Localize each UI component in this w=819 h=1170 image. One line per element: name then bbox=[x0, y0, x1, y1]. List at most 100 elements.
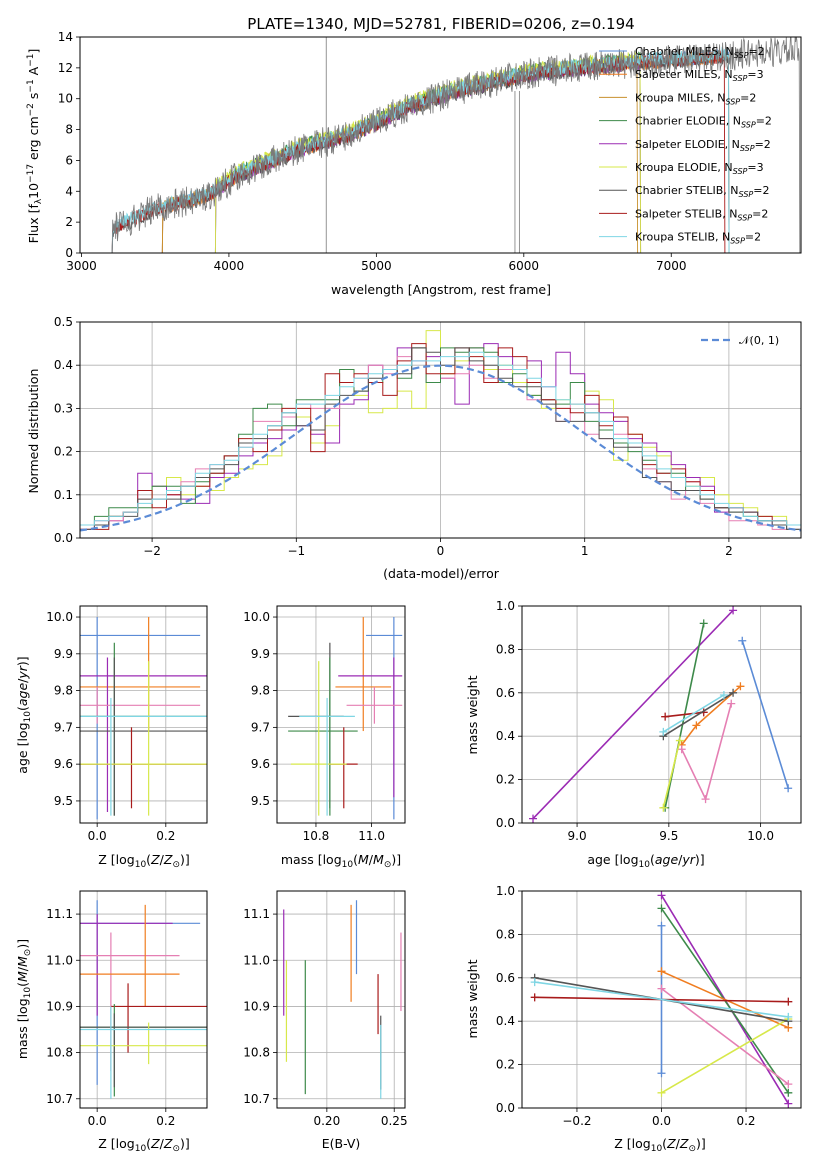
age_vs_Z-ytick-label: 9.6 bbox=[54, 757, 73, 771]
residuals-plot-area bbox=[80, 330, 801, 538]
age_vs_mass-ytick-label: 9.9 bbox=[251, 647, 270, 661]
residuals-ytick-label: 0.2 bbox=[54, 445, 73, 459]
age-vs-metallicity-panel: 0.0 0.2 9.5 9.6 9.7 9.8 9.9 10.0 bbox=[46, 605, 208, 843]
age_vs_Z-ytick-label: 9.7 bbox=[54, 720, 73, 734]
spectrum-legend-label: Chabrier STELIB, NSSP=2 bbox=[635, 184, 769, 199]
weight_vs_age-line-kroupa-elodie bbox=[662, 740, 681, 808]
weight_vs_age-line-salpeter-stelib bbox=[665, 711, 704, 718]
mass-vs-metallicity-panel: 0.0 0.2 10.7 10.8 10.9 11.0 11.1 bbox=[46, 890, 208, 1128]
weight_vs_age-marker-salpeter-miles bbox=[692, 721, 701, 730]
weight_vs_Z-xtick-label: −0.2 bbox=[562, 1114, 591, 1128]
spectrum-panel: 3000 4000 5000 6000 7000 0 2 4 6 8 10 12 14 Chabrier … bbox=[58, 30, 802, 273]
age_vs_Z-axes: 0.0 0.2 9.5 9.6 9.7 9.8 9.9 10.0 bbox=[46, 605, 208, 843]
spectrum-observed-line bbox=[111, 37, 801, 253]
spectrum-ylabel: Flux [fλ10−17 erg cm−2 s−1 A−1] bbox=[26, 49, 44, 244]
weight_vs_age-marker-kroupa-stelib bbox=[719, 690, 728, 699]
age_vs_Z-plot-area bbox=[80, 617, 207, 820]
spectrum-legend-label-base: Salpeter MILES, N bbox=[635, 68, 733, 81]
weight_vs_age-marker-kroupa-elodie bbox=[675, 736, 684, 745]
weight_vs_age-plot-area bbox=[529, 606, 793, 823]
spectrum-plot-area bbox=[111, 37, 801, 253]
spectrum-legend-label: Kroupa STELIB, NSSP=2 bbox=[635, 231, 761, 246]
spectrum-legend-label: Salpeter STELIB, NSSP=2 bbox=[635, 207, 768, 222]
weight_vs_Z-line-kroupa-stelib bbox=[534, 981, 789, 1018]
mass_vs_EBV-ytick-label: 11.0 bbox=[243, 953, 270, 967]
residuals-xtick-label: −1 bbox=[287, 544, 305, 558]
spectrum-legend-label-sub: SSP bbox=[725, 97, 740, 106]
spectrum-legend-label-tail: =2 bbox=[745, 231, 761, 244]
age_vs_Z-ytick-label: 9.8 bbox=[54, 684, 73, 698]
spectrum-legend-label-tail: =2 bbox=[752, 207, 768, 220]
weight_vs_age-marker-salpeter-elodie bbox=[729, 606, 738, 615]
age_vs_Z-xtick-label: 0.2 bbox=[156, 829, 175, 843]
weight_vs_Z-marker-salpeter-miles bbox=[657, 967, 666, 976]
mass-weight-vs-age-panel: 9.0 9.5 10.0 0.0 0.2 0.4 0.6 0.8 1.0 bbox=[496, 599, 802, 843]
mass_vs_Z-ytick-label: 10.8 bbox=[46, 1046, 73, 1060]
mass_vs_EBV-xtick-label: 0.25 bbox=[381, 1114, 408, 1128]
spectrum-xtick-label: 4000 bbox=[214, 259, 245, 273]
weight_vs_Z-marker-salpeter-stelib bbox=[784, 997, 793, 1006]
age_vs_Z-ytick-label: 9.9 bbox=[54, 647, 73, 661]
weight_vs_Z-ytick-label: 1.0 bbox=[496, 884, 515, 898]
weight-vs-age-xlabel: age [log10(age/yr)] bbox=[587, 852, 704, 870]
weight_vs_age-ytick-label: 0.4 bbox=[496, 729, 515, 743]
residuals-xtick-label: 0 bbox=[437, 544, 445, 558]
mass_vs_Z-xtick-label: 0.0 bbox=[88, 1114, 107, 1128]
mass_vs_Z-plot-area bbox=[80, 900, 207, 1099]
normal-legend-label: 𝒩(0, 1) bbox=[739, 334, 779, 347]
weight_vs_Z-line-pink bbox=[661, 987, 789, 1085]
weight_vs_Z-xtick-label: 0.0 bbox=[652, 1114, 671, 1128]
mass_vs_EBV-xtick-label: 0.20 bbox=[313, 1114, 340, 1128]
weight_vs_age-line-kroupa-stelib bbox=[662, 694, 725, 733]
weight_vs_age-axes: 9.0 9.5 10.0 0.0 0.2 0.4 0.6 0.8 1.0 bbox=[496, 599, 802, 843]
weight_vs_Z-marker-chabrier-elodie bbox=[657, 904, 666, 913]
weight_vs_age-xtick-label: 9.0 bbox=[568, 829, 587, 843]
spectrum-xtick-label: 5000 bbox=[361, 259, 392, 273]
residuals-panel: −2 −1 0 1 2 0.0 0.1 0.2 0.3 0.4 0.5 𝒩(0, 1) bbox=[54, 315, 802, 558]
weight_vs_Z-ytick-label: 0.8 bbox=[496, 927, 515, 941]
spectrum-legend-label-base: Kroupa ELODIE, N bbox=[635, 161, 733, 174]
residual-hist-salpeter-stelib bbox=[80, 343, 801, 538]
spectrum-ytick-label: 2 bbox=[65, 215, 73, 229]
spectrum-xtick-label: 6000 bbox=[509, 259, 540, 273]
weight_vs_age-marker-kroupa-stelib bbox=[659, 727, 668, 736]
weight_vs_Z-marker-chabrier-elodie bbox=[784, 1088, 793, 1097]
residuals-ytick-label: 0.5 bbox=[54, 315, 73, 329]
spectrum-xtick-label: 3000 bbox=[66, 259, 97, 273]
mass_vs_Z-ytick-label: 11.1 bbox=[46, 907, 73, 921]
residuals-ytick-label: 0.0 bbox=[54, 531, 73, 545]
weight_vs_Z-ytick-label: 0.6 bbox=[496, 971, 515, 985]
weight_vs_age-ytick-label: 0.8 bbox=[496, 642, 515, 656]
mass_vs_EBV-axes: 0.20 0.25 10.7 10.8 10.9 11.0 11.1 bbox=[243, 890, 408, 1128]
age_vs_mass-xtick-label: 11.0 bbox=[358, 829, 385, 843]
weight_vs_Z-plot-area bbox=[530, 891, 793, 1108]
mass_vs_EBV-ytick-label: 10.9 bbox=[243, 999, 270, 1013]
spectrum-ytick-label: 14 bbox=[58, 30, 73, 44]
spectrum-legend-label-tail: =3 bbox=[747, 161, 763, 174]
weight_vs_age-marker-chabrier-miles bbox=[738, 636, 747, 645]
mass-weight-vs-metallicity-panel: −0.2 0.0 0.2 0.0 0.2 0.4 0.6 0.8 1.0 bbox=[496, 884, 802, 1128]
spectrum-legend-label-tail: =2 bbox=[740, 91, 756, 104]
age_vs_mass-ytick-label: 9.6 bbox=[251, 757, 270, 771]
weight_vs_Z-marker-chabrier-miles bbox=[657, 921, 666, 930]
spectrum-ytick-label: 8 bbox=[65, 123, 73, 137]
weight_vs_age-marker-chabrier-elodie bbox=[699, 619, 708, 628]
residuals-axes: −2 −1 0 1 2 0.0 0.1 0.2 0.3 0.4 0.5 𝒩(0, 1) bbox=[54, 315, 802, 558]
weight_vs_Z-marker-pink bbox=[657, 984, 666, 993]
weight_vs_age-marker-salpeter-stelib bbox=[661, 712, 670, 721]
age_vs_mass-plot-area bbox=[288, 617, 403, 820]
spectrum-ytick-label: 4 bbox=[65, 184, 73, 198]
spectrum-legend-label-tail: =3 bbox=[747, 68, 763, 81]
age_vs_Z-frame bbox=[79, 605, 208, 824]
spectrum-legend-label-tail: =2 bbox=[748, 45, 764, 58]
weight_vs_age-xtick-label: 10.0 bbox=[747, 829, 774, 843]
spectrum-legend-label-base: Kroupa STELIB, N bbox=[635, 231, 730, 244]
spectrum-legend-label-sub: SSP bbox=[739, 190, 754, 199]
weight_vs_Z-marker-kroupa-elodie bbox=[657, 1088, 666, 1097]
age_vs_mass-ytick-label: 9.5 bbox=[251, 794, 270, 808]
mass_vs_EBV-plot-area bbox=[283, 900, 402, 1099]
residual-hist-kroupa-stelib bbox=[80, 351, 801, 538]
spectrum-legend-label: Chabrier ELODIE, NSSP=2 bbox=[635, 115, 772, 130]
spectrum-legend-label-sub: SSP bbox=[741, 121, 756, 130]
spectrum-legend-label: Kroupa MILES, NSSP=2 bbox=[635, 91, 756, 106]
